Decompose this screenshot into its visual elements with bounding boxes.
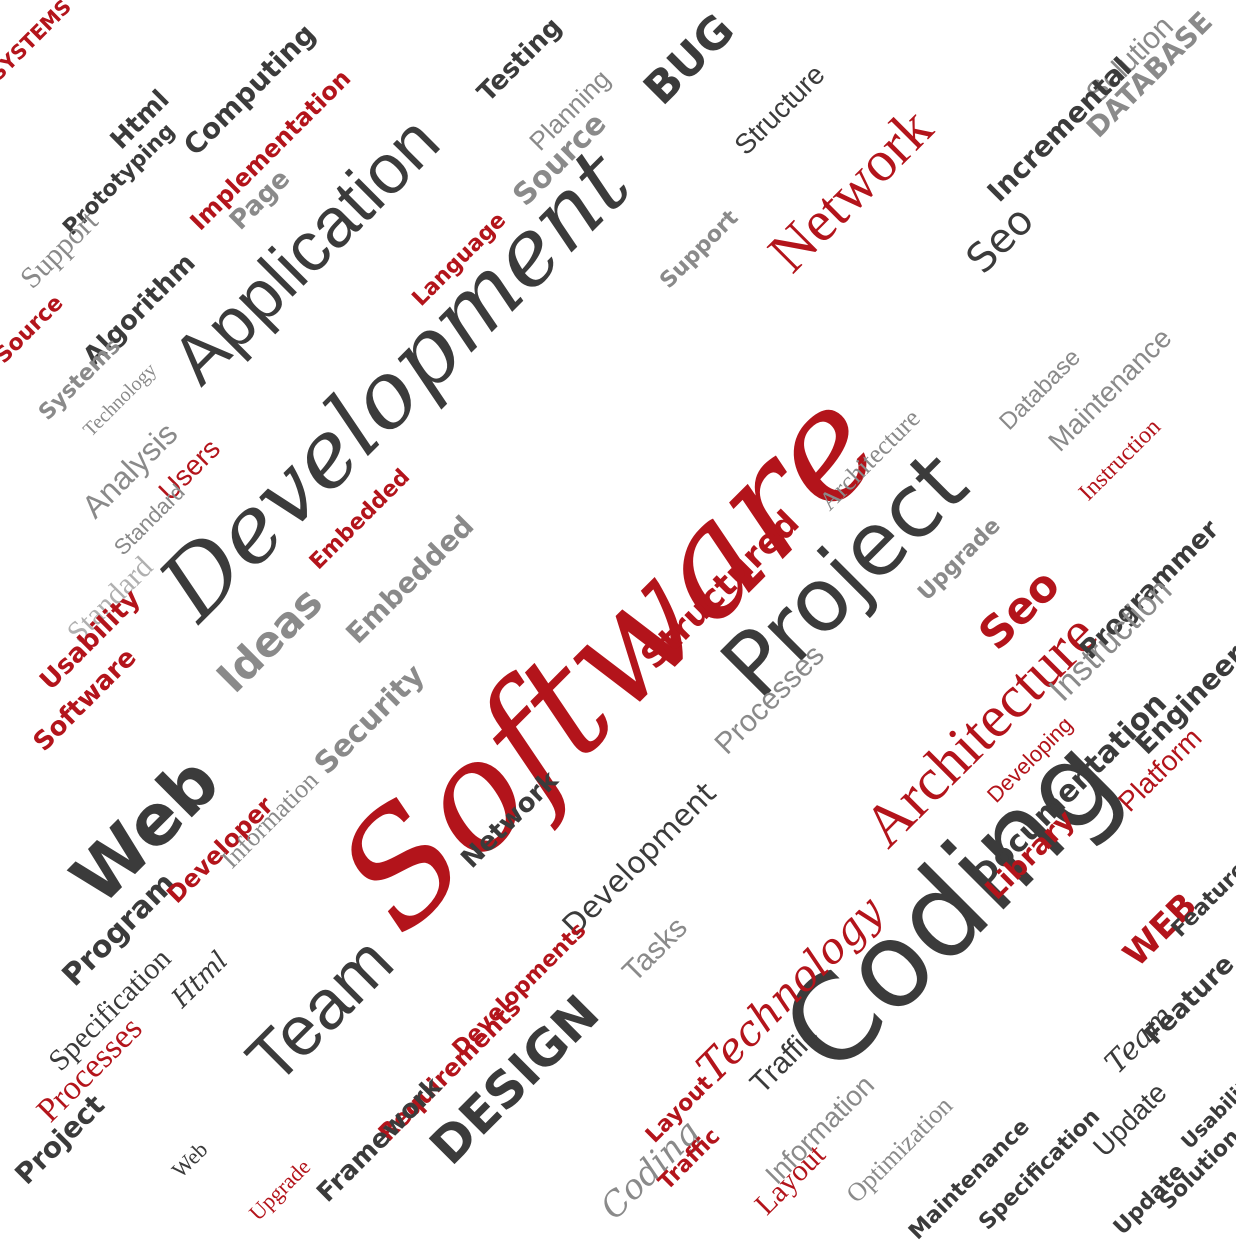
word-support: Support [14, 204, 105, 295]
word-support: Support [655, 205, 744, 294]
word-upgrade: Upgrade [244, 1154, 316, 1226]
word-structure: Structure [728, 58, 831, 161]
word-tasks: Tasks [615, 910, 694, 989]
word-web: Web [166, 1136, 213, 1183]
word-bug: BUG [634, 4, 745, 115]
word-source: Source [0, 290, 69, 369]
word-html: Html [166, 946, 234, 1014]
word-seo: Seo [957, 197, 1043, 283]
word-testing: Testing [471, 11, 569, 109]
word-team: Team [231, 921, 409, 1099]
word-systems: SYSTEMS [0, 0, 76, 86]
